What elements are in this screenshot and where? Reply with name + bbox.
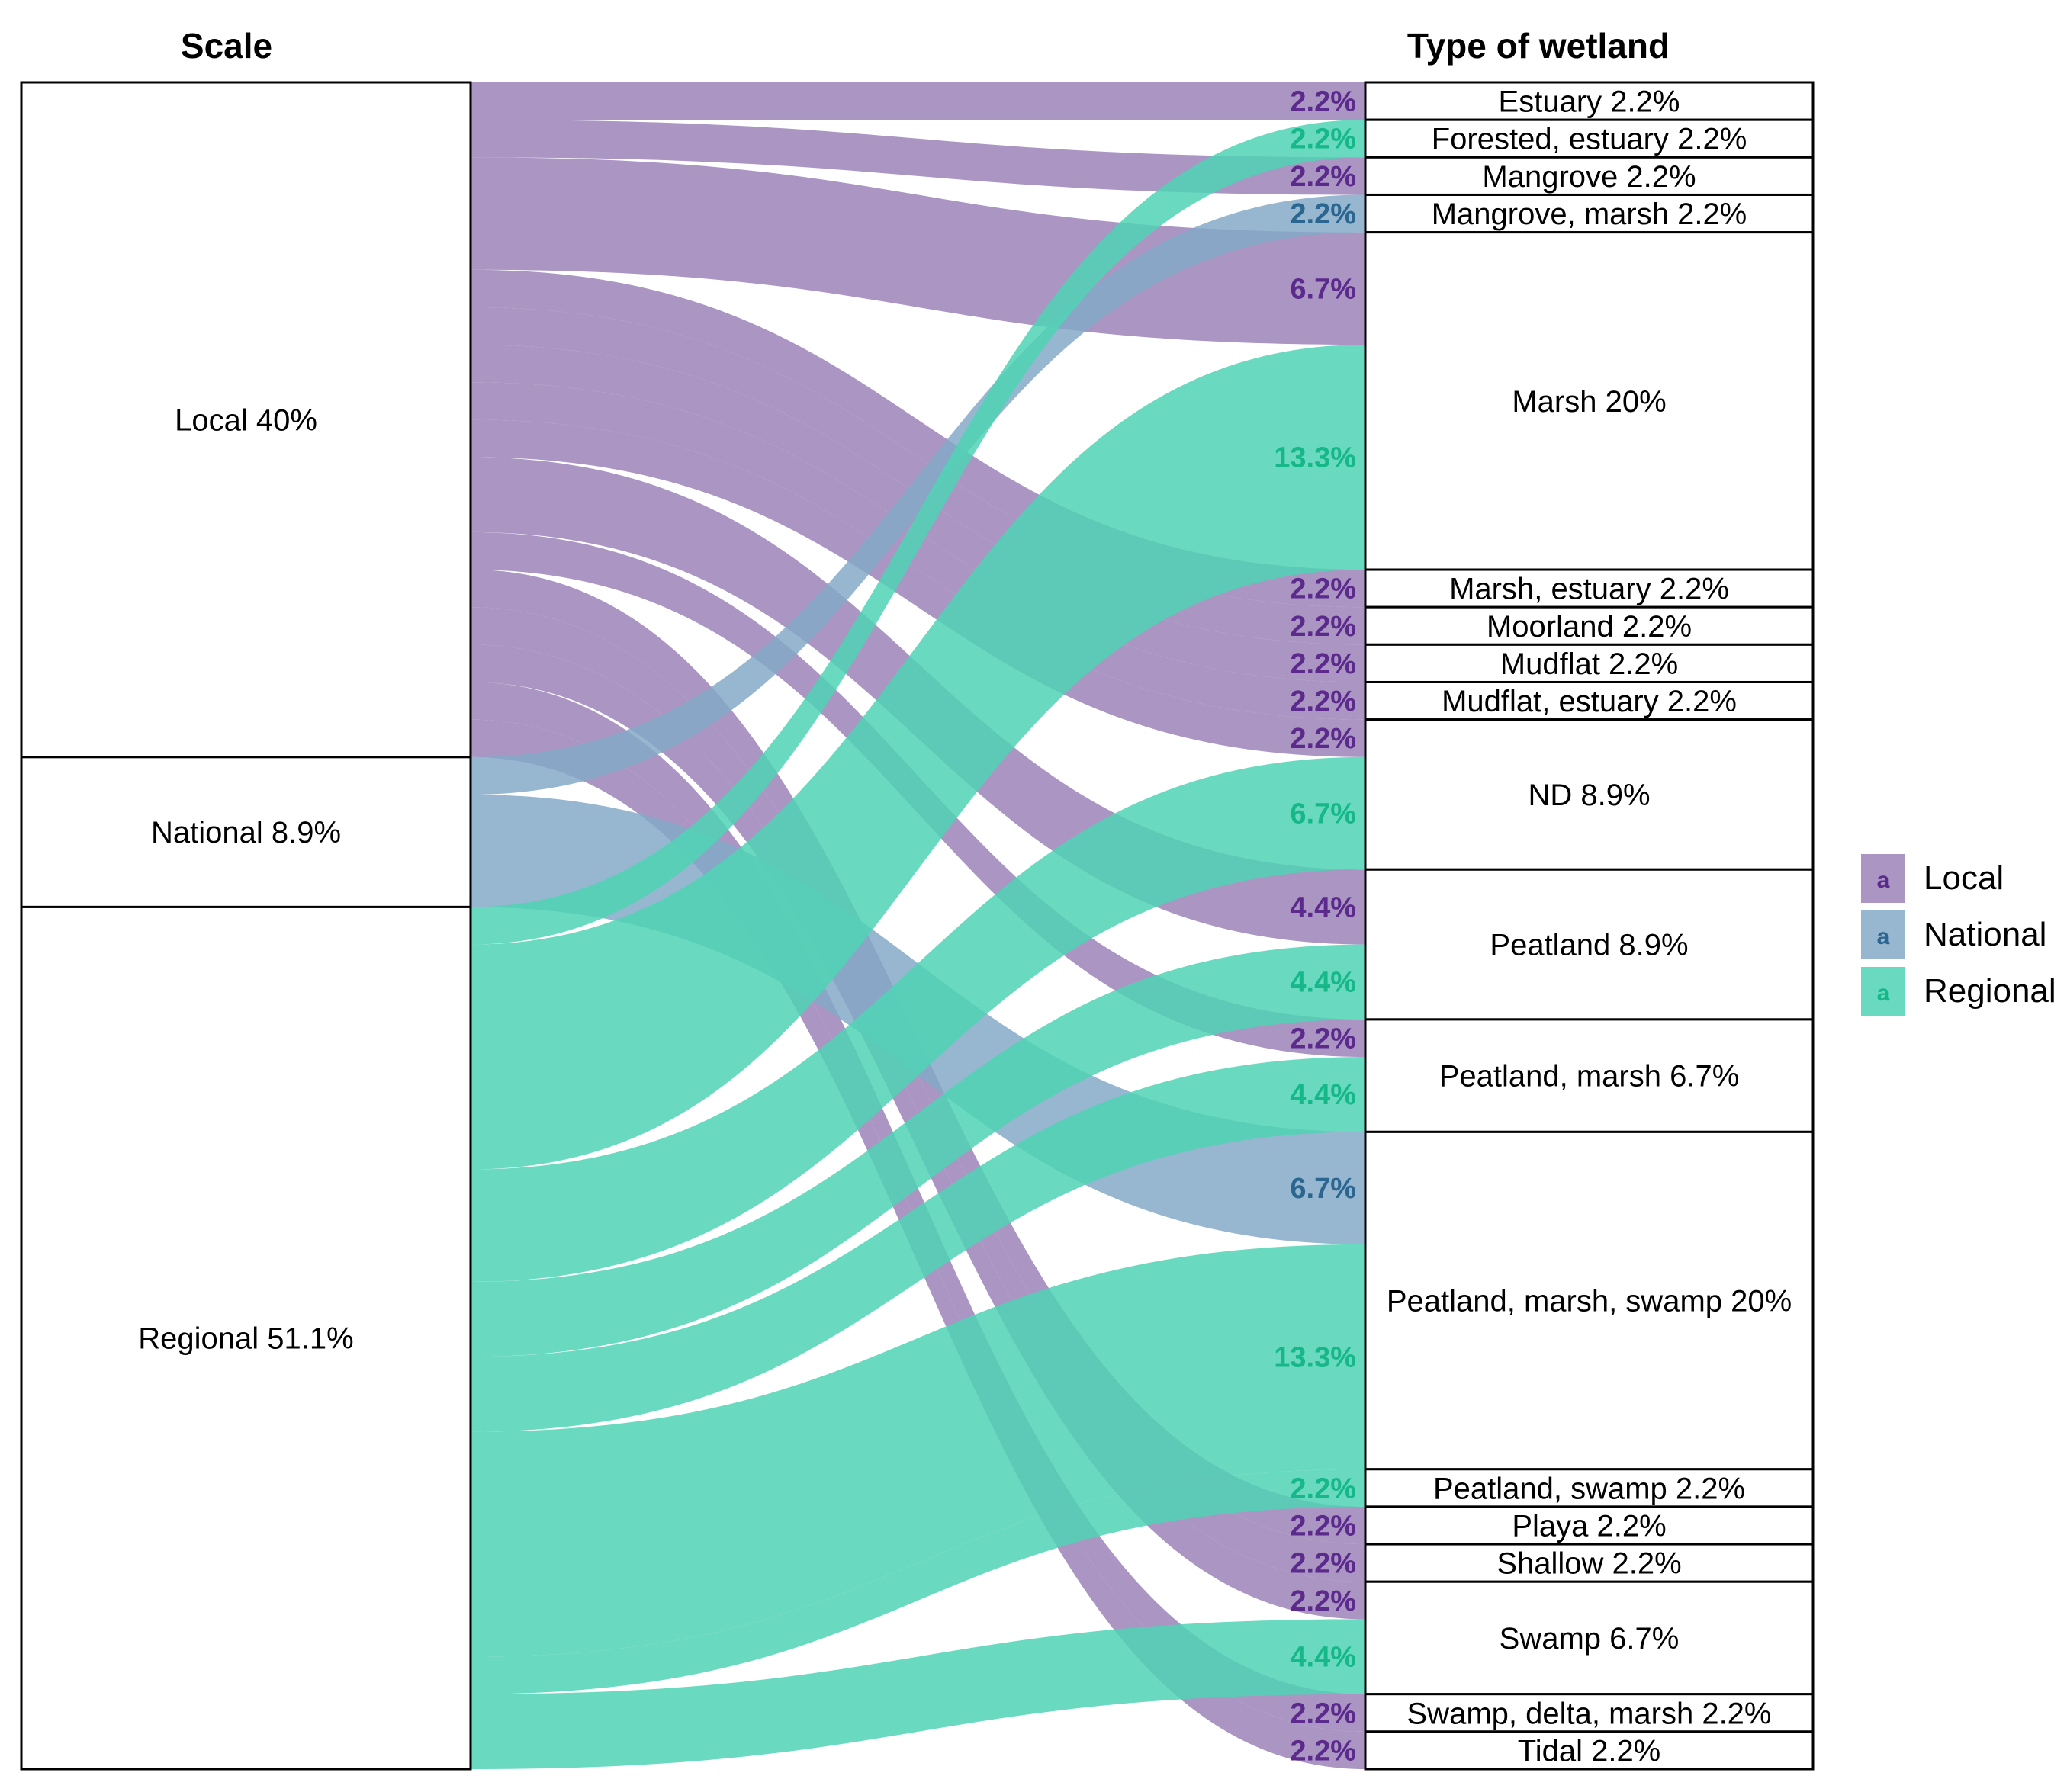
wetland-label-mangrove: Mangrove 2.2% [1482, 160, 1696, 194]
wetland-label-tidal: Tidal 2.2% [1518, 1734, 1661, 1768]
strata-layer: Local 40% National 8.9% Regional 51.1% Estu… [20, 81, 1815, 1771]
legend-label-regional: Regional [1924, 972, 2056, 1010]
flow-local-to-marsh-estuary [471, 269, 1365, 608]
legend-key-local [1861, 854, 1905, 903]
flow-label-local-peatland: 4.4% [1290, 891, 1356, 923]
wetland-label-nd: ND 8.9% [1528, 779, 1650, 812]
wetland-label-forested-estuary: Forested, estuary 2.2% [1432, 123, 1747, 156]
flow-regional-to-peatland-swamp [471, 1469, 1365, 1694]
scale-stratum-local [20, 81, 472, 759]
scale-stratum-regional [20, 905, 472, 1771]
flow-regional-to-nd [471, 756, 1365, 1282]
legend-key-glyph-national: a [1877, 924, 1890, 949]
wetland-stratum-peatland-marsh [1364, 1018, 1815, 1133]
flow-label-local-mudflat-estuary: 2.2% [1290, 686, 1356, 718]
flow-label-local-tidal: 2.2% [1290, 1735, 1356, 1767]
flow-local-to-mudflat-estuary [471, 382, 1365, 720]
wetland-stratum-tidal [1364, 1730, 1815, 1771]
wetland-label-moorland: Moorland 2.2% [1487, 610, 1692, 644]
wetland-stratum-peatland [1364, 868, 1815, 1021]
flow-label-regional-swamp: 4.4% [1290, 1642, 1356, 1674]
wetland-stratum-peatland-marsh-swamp [1364, 1130, 1815, 1471]
flow-label-local-playa: 2.2% [1290, 1510, 1356, 1542]
flow-label-national-peatland-marsh-swamp: 6.7% [1290, 1173, 1356, 1205]
wetland-stratum-swamp-delta-marsh [1364, 1693, 1815, 1733]
wetland-label-peatland-marsh-swamp: Peatland, marsh, swamp 20% [1387, 1285, 1792, 1318]
wetland-stratum-nd [1364, 718, 1815, 871]
wetland-label-playa: Playa 2.2% [1512, 1509, 1666, 1543]
flow-label-local-mudflat: 2.2% [1290, 648, 1356, 680]
flow-label-local-nd: 2.2% [1290, 723, 1356, 755]
flow-label-local-moorland: 2.2% [1290, 611, 1356, 643]
wetland-label-estuary: Estuary 2.2% [1499, 85, 1680, 119]
scale-label-local: Local 40% [175, 403, 317, 437]
flow-regional-to-forested-estuary [471, 120, 1365, 945]
wetland-stratum-moorland [1364, 605, 1815, 646]
flow-labels-layer: 2.2% 2.2% 6.7% 2.2% 2.2% 2.2% 2.2% 2.2% 4.4% 2.2%… [1274, 86, 1356, 1768]
wetland-label-shallow: Shallow 2.2% [1496, 1547, 1681, 1581]
legend-label-national: National [1924, 916, 2046, 953]
flow-label-regional-peatland: 4.4% [1290, 967, 1356, 999]
legend-key-glyph-regional: a [1877, 981, 1890, 1006]
wetland-label-peatland: Peatland 8.9% [1490, 929, 1688, 962]
flow-local-to-nd [471, 419, 1365, 757]
legend-key-national [1861, 910, 1905, 959]
wetland-stratum-mangrove [1364, 156, 1815, 196]
flow-regional-to-peatland-marsh [471, 1057, 1365, 1432]
flow-regional-to-peatland-marsh-swamp [471, 1244, 1365, 1657]
flow-label-regional-peatland-swamp: 2.2% [1290, 1472, 1356, 1505]
wetland-label-mudflat: Mudflat 2.2% [1500, 647, 1678, 681]
wetland-stratum-mudflat-estuary [1364, 680, 1815, 721]
legend-key-glyph-local: a [1877, 868, 1890, 893]
flow-label-regional-forested-estuary: 2.2% [1290, 124, 1356, 156]
flow-label-local-shallow: 2.2% [1290, 1548, 1356, 1580]
scale-axis-title: Scale [181, 26, 272, 66]
flow-local-to-mangrove [471, 120, 1365, 195]
flow-label-local-peatland-marsh: 2.2% [1290, 1023, 1356, 1055]
wetland-label-peatland-swamp: Peatland, swamp 2.2% [1433, 1472, 1745, 1505]
wetland-axis-title: Type of wetland [1407, 26, 1670, 66]
wetland-label-swamp: Swamp 6.7% [1500, 1622, 1680, 1656]
wetland-stratum-peatland-swamp [1364, 1468, 1815, 1508]
flow-label-local-marsh: 6.7% [1290, 273, 1356, 305]
flow-local-to-estuary [471, 82, 1365, 120]
flow-local-to-shallow [471, 607, 1365, 1582]
flow-label-regional-peatland-marsh: 4.4% [1290, 1079, 1356, 1111]
flow-regional-to-swamp [471, 1619, 1365, 1769]
flow-regional-to-marsh [471, 345, 1365, 1170]
wetland-label-peatland-marsh: Peatland, marsh 6.7% [1439, 1060, 1740, 1094]
legend: a Local a National a Regional [1861, 854, 2056, 1016]
wetland-label-marsh: Marsh 20% [1512, 385, 1666, 419]
legend-key-regional [1861, 967, 1905, 1016]
flow-national-to-mangrove-marsh [471, 194, 1365, 795]
flow-label-regional-marsh: 13.3% [1274, 442, 1356, 474]
legend-label-local: Local [1924, 859, 2004, 897]
flow-label-local-estuary: 2.2% [1290, 86, 1356, 118]
scale-label-regional: Regional 51.1% [138, 1322, 353, 1356]
flow-local-to-moorland [471, 307, 1365, 645]
wetland-label-marsh-estuary: Marsh, estuary 2.2% [1449, 573, 1729, 606]
flow-label-local-marsh-estuary: 2.2% [1290, 573, 1356, 605]
wetland-stratum-shallow [1364, 1543, 1815, 1583]
flow-local-to-marsh [471, 157, 1365, 345]
flows-layer [471, 82, 1365, 1769]
scale-label-national: National 8.9% [151, 816, 341, 849]
wetland-stratum-forested-estuary [1364, 118, 1815, 159]
wetland-stratum-marsh-estuary [1364, 568, 1815, 609]
wetland-label-mangrove-marsh: Mangrove, marsh 2.2% [1432, 198, 1747, 231]
flow-label-local-mangrove: 2.2% [1290, 161, 1356, 193]
wetland-label-mudflat-estuary: Mudflat, estuary 2.2% [1442, 685, 1737, 718]
wetland-stratum-mangrove-marsh [1364, 193, 1815, 234]
flow-label-local-swamp-delta-marsh: 2.2% [1290, 1697, 1356, 1729]
flow-label-local-swamp: 2.2% [1290, 1585, 1356, 1617]
flow-label-national-mangrove-marsh: 2.2% [1290, 198, 1356, 230]
flow-label-regional-nd: 6.7% [1290, 798, 1356, 830]
wetland-label-swamp-delta-marsh: Swamp, delta, marsh 2.2% [1407, 1697, 1772, 1730]
flow-label-regional-peatland-marsh-swamp: 13.3% [1274, 1341, 1356, 1373]
flow-regional-to-peatland [471, 944, 1365, 1357]
